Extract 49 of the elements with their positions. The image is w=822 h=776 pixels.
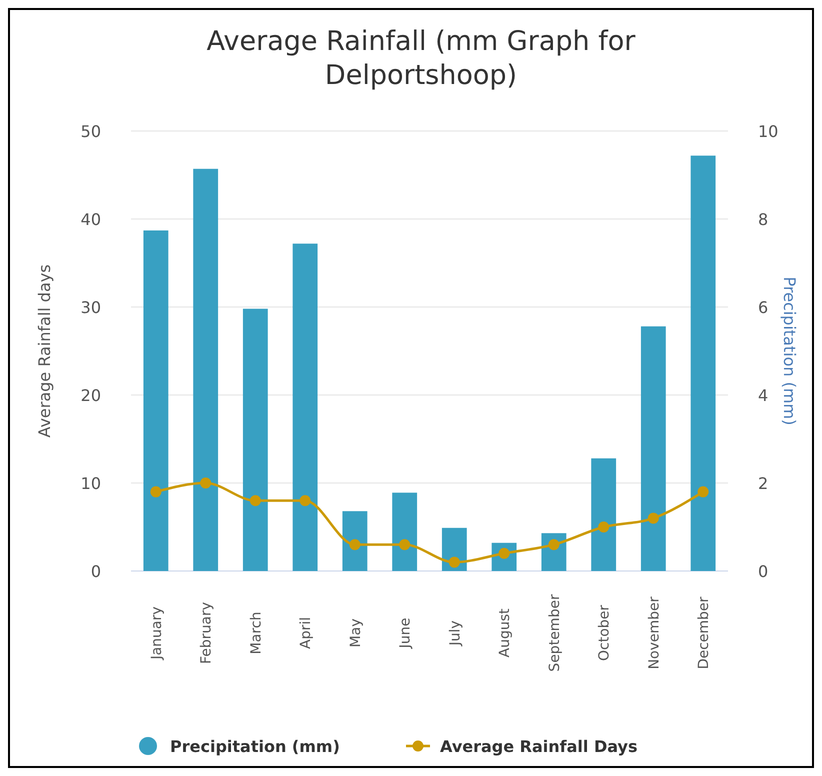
x-tick-label: October <box>596 604 613 662</box>
point <box>648 512 659 524</box>
x-tick-label: June <box>398 618 414 650</box>
bar <box>193 168 218 571</box>
point <box>349 539 360 550</box>
point <box>548 539 560 550</box>
y-tick-label: 40 <box>80 210 101 229</box>
y2-tick-label: 4 <box>758 386 768 405</box>
point <box>200 478 212 488</box>
y-tick-label: 0 <box>90 562 101 581</box>
x-tick-label: March <box>248 612 264 654</box>
bar <box>392 492 418 571</box>
point <box>448 556 460 568</box>
x-tick-label: August <box>497 608 514 658</box>
x-tick-label: November <box>646 596 662 670</box>
point <box>250 495 261 506</box>
bar <box>640 326 666 571</box>
y2-axis-title: Precipitation (mm) <box>780 276 799 426</box>
x-tick-label: July <box>447 620 464 647</box>
y2-tick-label: 10 <box>758 122 778 141</box>
y-tick-label: 10 <box>80 474 101 493</box>
chart-title: Average Rainfall (mm Graph for Delportshoop) <box>206 26 636 91</box>
point <box>300 495 311 506</box>
legend-label: Precipitation (mm) <box>170 737 340 756</box>
y-tick-label: 30 <box>80 298 101 317</box>
legend-label: Average Rainfall Days <box>440 737 638 756</box>
x-tick-label: February <box>198 602 215 664</box>
bar <box>690 156 716 571</box>
y2-tick-label: 8 <box>758 210 768 229</box>
point <box>150 486 162 498</box>
x-tick-label: April <box>298 617 314 649</box>
x-tick-label: May <box>348 618 364 648</box>
point <box>698 486 709 498</box>
bar <box>342 511 368 571</box>
bar <box>242 308 268 571</box>
x-tick-label: December <box>696 596 712 670</box>
point <box>399 539 410 550</box>
y2-tick-label: 6 <box>758 298 768 317</box>
bar <box>143 230 168 571</box>
y-axis-title: Average Rainfall days <box>35 264 54 438</box>
point <box>598 522 610 532</box>
y-tick-label: 50 <box>80 122 101 141</box>
x-tick-label: January <box>148 606 165 661</box>
y2-tick-label: 0 <box>758 562 768 581</box>
x-tick-label: September <box>546 594 563 672</box>
y-tick-label: 20 <box>80 386 101 405</box>
bar <box>292 244 318 571</box>
bar <box>591 458 616 571</box>
y2-tick-label: 2 <box>758 474 768 493</box>
